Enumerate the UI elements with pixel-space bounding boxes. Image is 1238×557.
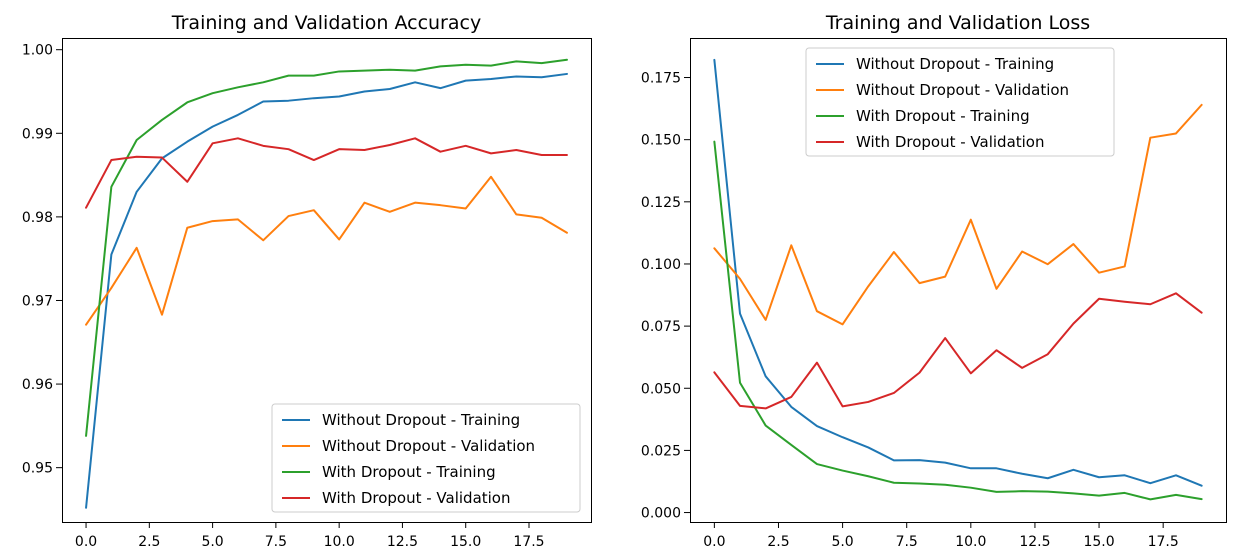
loss-y-tick-label: 0.000: [641, 506, 681, 522]
loss-x-tick-label: 7.5: [896, 534, 918, 550]
accuracy-series-line-with-dropout-training: [85, 58, 568, 437]
accuracy-x-tick-label: 17.5: [513, 534, 544, 550]
accuracy-y-tick-label: 0.97: [22, 293, 53, 309]
loss-legend-label: Without Dropout - Training: [856, 55, 1054, 73]
loss-y-tick-label: 0.150: [641, 133, 681, 149]
accuracy-series-line-without-dropout-training: [85, 72, 568, 509]
loss-y-tick-label: 0.175: [641, 71, 681, 87]
accuracy-chart: Training and Validation Accuracy 0.0 2.5 5.…: [22, 12, 592, 550]
accuracy-series-line-without-dropout-validation: [85, 175, 568, 326]
loss-x-tick-label: 10.0: [955, 534, 986, 550]
accuracy-legend: Without Dropout - Training Without Dropou…: [271, 403, 581, 513]
accuracy-axes-frame: [62, 38, 592, 523]
accuracy-chart-title: Training and Validation Accuracy: [171, 12, 481, 34]
accuracy-x-tick-label: 7.5: [265, 534, 287, 550]
accuracy-y-tick-label: 0.95: [22, 461, 53, 477]
accuracy-x-tick-label: 5.0: [201, 534, 223, 550]
accuracy-series-line-with-dropout-validation: [85, 137, 568, 209]
accuracy-y-tick-label: 0.98: [22, 210, 53, 226]
accuracy-y-tick-label: 0.99: [22, 126, 53, 142]
loss-x-tick-label: 15.0: [1083, 534, 1114, 550]
loss-y-tick-label: 0.025: [641, 443, 681, 459]
accuracy-x-tick-label: 10.0: [324, 534, 355, 550]
loss-axes-frame: [690, 38, 1227, 523]
loss-series-group: [713, 58, 1203, 501]
accuracy-y-tick-label: 1.00: [22, 43, 53, 59]
loss-legend-label: With Dropout - Training: [856, 107, 1030, 125]
accuracy-x-tick-label: 12.5: [387, 534, 418, 550]
accuracy-x-tick-label: 0.0: [75, 534, 97, 550]
loss-series-line-with-dropout-training: [713, 140, 1203, 501]
accuracy-legend-label: Without Dropout - Validation: [322, 437, 535, 455]
accuracy-legend-label: With Dropout - Training: [322, 463, 496, 481]
loss-y-tick-label: 0.050: [641, 381, 681, 397]
loss-x-tick-label: 12.5: [1019, 534, 1050, 550]
loss-series-line-with-dropout-validation: [713, 292, 1203, 410]
loss-legend-label: With Dropout - Validation: [856, 133, 1045, 151]
accuracy-y-tick-label: 0.96: [22, 377, 53, 393]
loss-y-tick-label: 0.125: [641, 195, 681, 211]
accuracy-legend-label: Without Dropout - Training: [322, 411, 520, 429]
loss-x-tick-label: 0.0: [703, 534, 725, 550]
loss-legend: Without Dropout - Training Without Dropou…: [805, 47, 1115, 157]
accuracy-legend-box: [271, 403, 581, 513]
loss-x-tick-label: 17.5: [1148, 534, 1179, 550]
accuracy-legend-label: With Dropout - Validation: [322, 489, 511, 507]
loss-x-tick-label: 5.0: [831, 534, 853, 550]
loss-legend-label: Without Dropout - Validation: [856, 81, 1069, 99]
accuracy-series-group: [85, 58, 568, 509]
loss-chart: Training and Validation Loss 0.0 2.5 5.0 7.5…: [641, 12, 1227, 550]
loss-chart-title: Training and Validation Loss: [825, 12, 1090, 34]
loss-x-tick-label: 2.5: [767, 534, 789, 550]
loss-y-tick-label: 0.075: [641, 319, 681, 335]
accuracy-x-tick-label: 2.5: [138, 534, 160, 550]
loss-y-tick-label: 0.100: [641, 257, 681, 273]
loss-series-line-without-dropout-validation: [713, 103, 1203, 326]
loss-legend-box: [805, 47, 1115, 157]
loss-series-line-without-dropout-training: [713, 58, 1203, 487]
accuracy-x-tick-label: 15.0: [450, 534, 481, 550]
